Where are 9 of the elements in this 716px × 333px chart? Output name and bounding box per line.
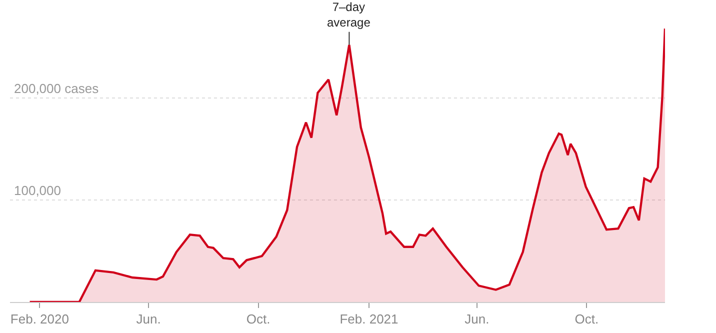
x-tick-label: Jun. [136,312,161,327]
annotation: 7–day average [327,0,371,30]
y-tick-label: 200,000 cases [14,81,100,96]
x-tick-label: Feb. 2021 [340,312,398,327]
x-tick-label: Jun. [464,312,490,327]
x-tick-label: Oct. [246,312,270,327]
x-tick-label: Oct. [574,312,599,327]
x-tick-label: Feb. 2020 [10,312,69,327]
y-tick-label: 100,000 [14,183,61,198]
